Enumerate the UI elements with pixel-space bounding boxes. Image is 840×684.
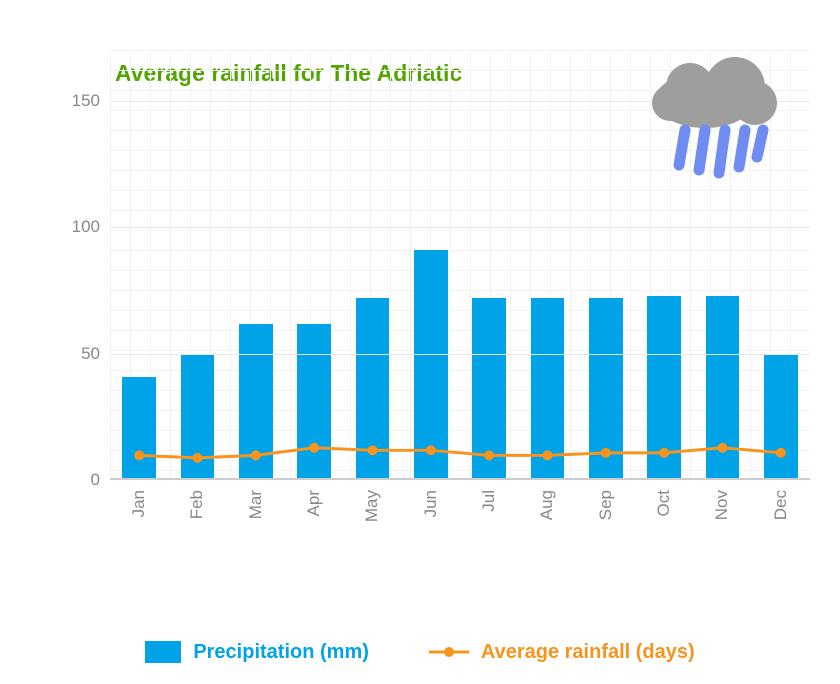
bar [414, 250, 448, 478]
bar-slot: Jan [110, 50, 168, 478]
legend-label-rainfall-days: Average rainfall (days) [481, 641, 695, 664]
x-tick-label: Jan [129, 478, 149, 517]
legend: Precipitation (mm) Average rainfall (day… [0, 640, 840, 664]
bar [647, 296, 681, 478]
bar-slot: May [343, 50, 401, 478]
bar-slot: Sep [577, 50, 635, 478]
bar-slot: Jun [402, 50, 460, 478]
legend-item-rainfall-days: Average rainfall (days) [429, 640, 695, 664]
rain-cloud-icon [635, 45, 795, 185]
bar [706, 296, 740, 478]
x-tick-label: Mar [246, 478, 266, 519]
bar-slot: Apr [285, 50, 343, 478]
bar [356, 298, 390, 478]
bar-slot: Jul [460, 50, 518, 478]
y-tick-label: 150 [50, 91, 100, 111]
bar-slot: Feb [168, 50, 226, 478]
legend-swatch-line [429, 640, 469, 664]
x-tick-label: Jun [421, 478, 441, 517]
x-tick-label: Jul [479, 478, 499, 512]
bar-slot: Mar [227, 50, 285, 478]
x-tick-label: Feb [187, 478, 207, 519]
bar [181, 354, 215, 478]
legend-label-precipitation: Precipitation (mm) [193, 641, 369, 664]
x-tick-label: Dec [771, 478, 791, 520]
x-tick-label: Sep [596, 478, 616, 520]
x-tick-label: Aug [537, 478, 557, 520]
bar [589, 298, 623, 478]
x-tick-label: Oct [654, 478, 674, 516]
bar [297, 324, 331, 478]
x-tick-label: May [362, 478, 382, 522]
bar [531, 298, 565, 478]
x-tick-label: Apr [304, 478, 324, 516]
y-tick-label: 100 [50, 217, 100, 237]
legend-swatch-bar [145, 641, 181, 663]
bar [472, 298, 506, 478]
bar [239, 324, 273, 478]
legend-item-precipitation: Precipitation (mm) [145, 641, 369, 664]
y-tick-label: 50 [50, 344, 100, 364]
y-tick-label: 0 [50, 470, 100, 490]
bar-slot: Aug [518, 50, 576, 478]
bar [122, 377, 156, 478]
bar [764, 354, 798, 478]
x-tick-label: Nov [712, 478, 732, 520]
